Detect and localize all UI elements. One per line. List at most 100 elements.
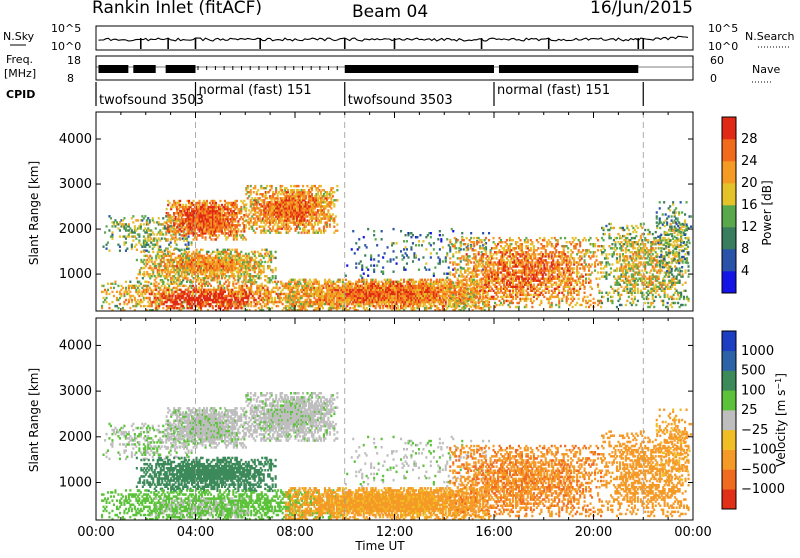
echo-cell bbox=[322, 285, 324, 287]
echo-cell bbox=[191, 241, 193, 243]
echo-cell bbox=[168, 285, 170, 287]
freq-trace bbox=[96, 65, 693, 73]
echo-cell bbox=[215, 202, 217, 204]
echo-cell bbox=[272, 269, 274, 271]
echo-cell bbox=[173, 253, 175, 255]
echo-cell bbox=[210, 285, 212, 287]
echo-cell bbox=[182, 204, 184, 206]
echo-cell bbox=[252, 291, 254, 293]
echo-cell bbox=[280, 232, 282, 234]
echo-cell bbox=[330, 207, 332, 209]
echo-cell bbox=[243, 200, 245, 202]
echo-cell bbox=[111, 231, 113, 233]
echo-cell bbox=[254, 232, 256, 234]
echo-cell bbox=[352, 283, 354, 285]
echo-cell bbox=[245, 291, 247, 293]
nsearch-label: N.Search bbox=[745, 30, 795, 43]
echo-cell bbox=[155, 289, 157, 291]
freq-band bbox=[166, 65, 196, 73]
echo-cell bbox=[264, 279, 266, 281]
echo-cell bbox=[190, 291, 192, 293]
echo-cell bbox=[178, 249, 180, 251]
echo-cell bbox=[256, 228, 258, 230]
echo-cell bbox=[314, 185, 316, 187]
echo-cell bbox=[125, 281, 127, 283]
echo-cell bbox=[277, 281, 279, 283]
echo-cell bbox=[212, 307, 214, 309]
echo-cell bbox=[188, 251, 190, 253]
echo-cell bbox=[245, 224, 247, 226]
echo-cell bbox=[101, 305, 103, 307]
freq-unit-label: [MHz] bbox=[4, 67, 36, 80]
echo-cell bbox=[166, 305, 168, 307]
echo-cell bbox=[173, 307, 175, 309]
nsearch-tick-bottom: 10^0 bbox=[708, 40, 738, 53]
echo-cell bbox=[351, 285, 353, 287]
echo-cell bbox=[152, 251, 154, 253]
echo-cell bbox=[108, 303, 110, 305]
echo-cell bbox=[277, 195, 279, 197]
echo-cell bbox=[123, 217, 125, 219]
echo-cell bbox=[119, 246, 121, 248]
echo-cell bbox=[136, 259, 138, 261]
echo-cell bbox=[272, 281, 274, 283]
echo-cell bbox=[200, 289, 202, 291]
echo-cell bbox=[243, 285, 245, 287]
echo-cell bbox=[240, 307, 242, 309]
echo-cell bbox=[349, 307, 351, 309]
nsky-line bbox=[99, 36, 689, 41]
echo-cell bbox=[116, 291, 118, 293]
echo-cell bbox=[228, 285, 230, 287]
echo-cell bbox=[182, 305, 184, 307]
echo-cell bbox=[248, 209, 250, 211]
echo-cell bbox=[153, 221, 155, 223]
echo-cell bbox=[228, 283, 230, 285]
echo-cell bbox=[108, 307, 110, 309]
echo-cell bbox=[304, 189, 306, 191]
echo-cell bbox=[106, 248, 108, 250]
echo-cell bbox=[172, 295, 174, 297]
echo-cell bbox=[272, 275, 274, 277]
echo-cell bbox=[169, 214, 171, 216]
echo-cell bbox=[164, 225, 166, 227]
echo-cell bbox=[131, 301, 133, 303]
echo-cell bbox=[170, 220, 172, 222]
echo-cell bbox=[194, 228, 196, 230]
echo-cell bbox=[330, 203, 332, 205]
echo-cell bbox=[400, 279, 402, 281]
echo-cell bbox=[176, 220, 178, 222]
echo-cell bbox=[318, 281, 320, 283]
echo-cell bbox=[160, 249, 162, 251]
nsky-tick-bottom: 10^0 bbox=[51, 40, 81, 53]
echo-cell bbox=[309, 295, 311, 297]
echo-cell bbox=[275, 187, 277, 189]
echo-cell bbox=[235, 287, 237, 289]
echo-cell bbox=[107, 283, 109, 285]
echo-cell bbox=[333, 226, 335, 228]
echo-cell bbox=[255, 257, 257, 259]
echo-cell bbox=[146, 281, 148, 283]
echo-cell bbox=[296, 301, 298, 303]
echo-cell bbox=[304, 217, 306, 219]
echo-cell bbox=[326, 226, 328, 228]
echo-cell bbox=[188, 241, 190, 243]
echo-cell bbox=[276, 285, 278, 287]
echo-cell bbox=[151, 293, 153, 295]
freq-label: Freq. bbox=[6, 53, 33, 66]
echo-cell bbox=[297, 285, 299, 287]
echo-cell bbox=[236, 236, 238, 238]
echo-cell bbox=[366, 279, 368, 281]
echo-cell bbox=[103, 246, 105, 248]
echo-cell bbox=[163, 289, 165, 291]
echo-cell bbox=[237, 281, 239, 283]
echo-cell bbox=[146, 271, 148, 273]
echo-cell bbox=[271, 187, 273, 189]
echo-cell bbox=[159, 246, 161, 248]
echo-cell bbox=[250, 285, 252, 287]
echo-cell bbox=[150, 283, 152, 285]
echo-cell bbox=[143, 271, 145, 273]
echo-cell bbox=[138, 285, 140, 287]
echo-cell bbox=[141, 293, 143, 295]
echo-cell bbox=[251, 257, 253, 259]
